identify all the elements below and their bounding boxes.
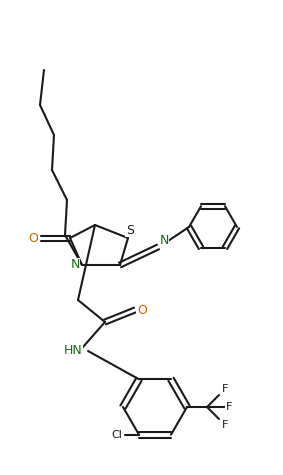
Text: N: N <box>159 235 169 247</box>
Text: N: N <box>70 258 80 272</box>
Text: F: F <box>222 384 228 394</box>
Text: HN: HN <box>64 343 82 357</box>
Text: S: S <box>126 224 134 237</box>
Text: F: F <box>222 420 228 430</box>
Text: F: F <box>226 402 232 412</box>
Text: Cl: Cl <box>112 430 123 440</box>
Text: O: O <box>28 231 38 245</box>
Text: O: O <box>137 304 147 316</box>
